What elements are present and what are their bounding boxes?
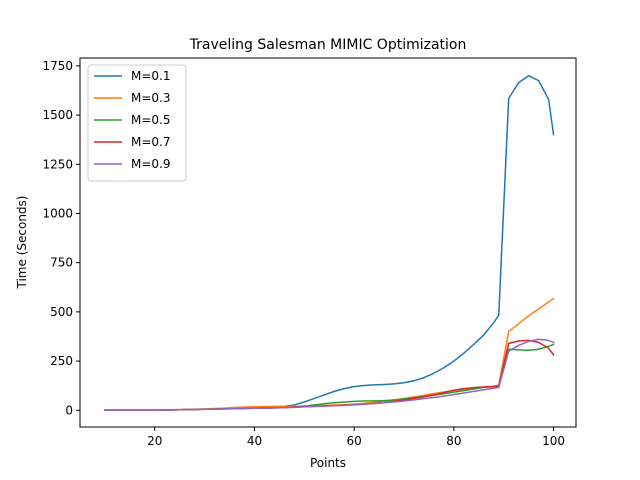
legend: M=0.1 M=0.3 M=0.5 M=0.7 M=0.9 bbox=[87, 64, 187, 182]
series-line-4 bbox=[104, 338, 555, 411]
y-axis-label: Time (Seconds) bbox=[15, 196, 29, 290]
y-tick-label-7: 1750 bbox=[42, 59, 73, 73]
x-tick-label-4: 100 bbox=[542, 434, 565, 448]
y-tick-label-3: 750 bbox=[50, 256, 73, 270]
legend-label-3: M=0.7 bbox=[131, 135, 171, 149]
y-tick-label-4: 1000 bbox=[42, 206, 73, 220]
x-tick-label-0: 20 bbox=[147, 434, 162, 448]
legend-label-2: M=0.5 bbox=[131, 113, 171, 127]
y-tick-label-0: 0 bbox=[65, 403, 73, 417]
plot-lines bbox=[104, 74, 555, 411]
x-tick-label-3: 80 bbox=[446, 434, 461, 448]
plot-frame bbox=[79, 57, 577, 428]
chart-title: Traveling Salesman MIMIC Optimization bbox=[189, 37, 467, 53]
y-tick-label-1: 250 bbox=[50, 354, 73, 368]
x-ticks: 20 40 60 80 100 bbox=[147, 427, 565, 448]
y-ticks: 0 250 500 750 1000 1250 1500 1750 bbox=[42, 59, 80, 417]
legend-box bbox=[87, 64, 187, 182]
legend-label-4: M=0.9 bbox=[131, 157, 171, 171]
x-tick-label-1: 40 bbox=[247, 434, 262, 448]
y-tick-label-2: 500 bbox=[50, 305, 73, 319]
x-tick-label-2: 60 bbox=[347, 434, 362, 448]
y-tick-label-5: 1250 bbox=[42, 157, 73, 171]
x-axis-label: Points bbox=[310, 456, 346, 470]
legend-label-0: M=0.1 bbox=[131, 69, 171, 83]
y-tick-label-6: 1500 bbox=[42, 108, 73, 122]
legend-label-1: M=0.3 bbox=[131, 91, 171, 105]
